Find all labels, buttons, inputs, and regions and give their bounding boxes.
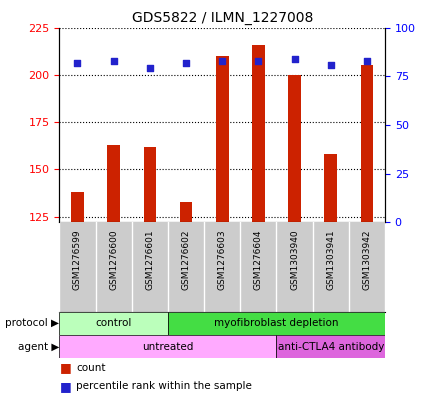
Text: GSM1276604: GSM1276604 [254, 230, 263, 290]
Bar [252, 44, 265, 222]
Bar [71, 192, 84, 222]
Text: GSM1276599: GSM1276599 [73, 230, 82, 290]
Bar [361, 65, 373, 222]
Point [74, 59, 81, 66]
Point [363, 57, 370, 64]
Text: GSM1276600: GSM1276600 [109, 230, 118, 290]
Text: GSM1276601: GSM1276601 [145, 230, 154, 290]
Bar [276, 335, 385, 358]
Text: count: count [76, 363, 106, 373]
Text: untreated: untreated [142, 342, 194, 352]
Bar [59, 335, 276, 358]
Text: myofibroblast depletion: myofibroblast depletion [214, 318, 339, 328]
Text: GSM1276602: GSM1276602 [182, 230, 191, 290]
Bar [216, 56, 228, 222]
Text: GSM1303941: GSM1303941 [326, 230, 335, 290]
Point [219, 57, 226, 64]
Bar [180, 202, 192, 222]
Point [255, 57, 262, 64]
Bar [288, 75, 301, 222]
Bar [59, 312, 168, 335]
Text: GSM1303942: GSM1303942 [363, 230, 371, 290]
Text: ■: ■ [59, 380, 71, 393]
Point [183, 59, 190, 66]
Text: agent ▶: agent ▶ [18, 342, 59, 352]
Bar [107, 145, 120, 222]
Text: control: control [95, 318, 132, 328]
Text: GSM1303940: GSM1303940 [290, 230, 299, 290]
Text: anti-CTLA4 antibody: anti-CTLA4 antibody [278, 342, 384, 352]
Text: percentile rank within the sample: percentile rank within the sample [76, 382, 252, 391]
Text: protocol ▶: protocol ▶ [5, 318, 59, 328]
Bar [168, 312, 385, 335]
Title: GDS5822 / ILMN_1227008: GDS5822 / ILMN_1227008 [132, 11, 313, 25]
Point [110, 57, 117, 64]
Point [147, 65, 154, 72]
Point [327, 61, 334, 68]
Bar [324, 154, 337, 222]
Text: GSM1276603: GSM1276603 [218, 230, 227, 290]
Text: ■: ■ [59, 361, 71, 374]
Point [291, 55, 298, 62]
Bar [143, 147, 156, 222]
